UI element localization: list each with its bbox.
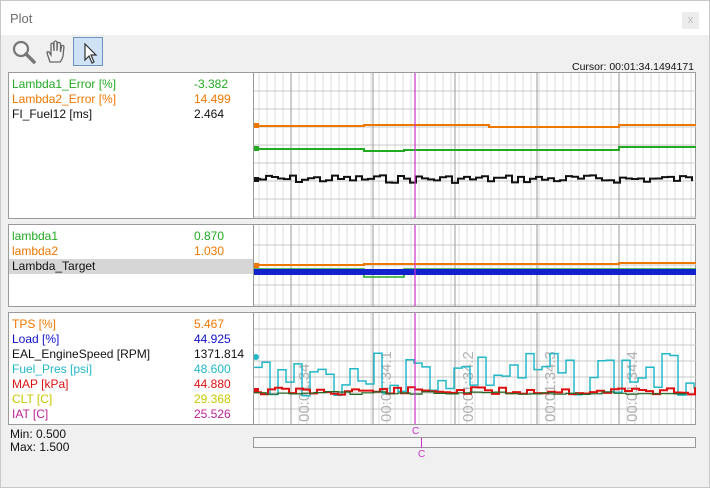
channel-value: 44.925 (194, 332, 231, 346)
channel-value: 5.467 (194, 317, 225, 331)
channel-name: CLT [C] (12, 392, 53, 406)
channel-row[interactable]: CLT [C] 29.368 (9, 392, 253, 407)
channel-row[interactable]: Lambda2_Error [%] 14.499 (9, 92, 253, 107)
cursor-marker-line (421, 438, 422, 448)
series-lambda-target (254, 269, 696, 275)
channel-name: lambda1 (12, 229, 59, 243)
channel-name: Fuel_Pres [psi] (12, 362, 93, 376)
cursor-time-readout: Cursor: 00:01:34.1494171 (572, 61, 695, 73)
time-tick-label: 00:01:34.3 (542, 351, 559, 422)
channel-name: TPS [%] (12, 317, 57, 331)
channel-row[interactable]: IAT [C] 25.526 (9, 407, 253, 422)
close-icon: x (687, 14, 694, 26)
channel-row[interactable]: FI_Fuel12 [ms] 2.464 (9, 107, 253, 122)
channel-name: lambda2 (12, 244, 59, 258)
time-scrollbar[interactable] (253, 437, 696, 448)
channel-value: 48.600 (194, 362, 231, 376)
window-title: Plot (10, 11, 33, 26)
series-lambda1-error (254, 146, 696, 152)
channel-name: Lambda1_Error [%] (12, 77, 117, 91)
plot-area[interactable]: 00:01:34 00:01:34.1 00:01:34.2 00:01:34.3 00… (254, 313, 696, 424)
channel-value: 29.368 (194, 392, 231, 406)
channel-value: 1.030 (194, 244, 225, 258)
channel-value: 14.499 (194, 92, 231, 106)
channel-row[interactable]: Lambda_Target (9, 259, 253, 274)
range-min: Min: 0.500 (10, 427, 67, 441)
channel-name: Lambda2_Error [%] (12, 92, 117, 106)
channel-name: Load [%] (12, 332, 60, 346)
channel-row[interactable]: lambda1 0.870 (9, 229, 253, 244)
cursor-marker-top[interactable]: C (412, 426, 420, 437)
channel-value: 1371.814 (194, 347, 245, 361)
time-tick-label: 00:01:34.4 (624, 351, 641, 422)
channel-name: EAL_EngineSpeed [RPM] (12, 347, 151, 361)
zoom-tool-button[interactable] (9, 37, 39, 66)
plot-panel-engine[interactable]: TPS [%] 5.467 Load [%] 44.925 EAL_EngineSpee… (8, 312, 696, 425)
channel-name: IAT [C] (12, 407, 49, 421)
close-button[interactable]: x (682, 12, 699, 29)
plot-panel-lambda-error[interactable]: Lambda1_Error [%] -3.382 Lambda2_Error [%]… (8, 72, 696, 219)
range-max: Max: 1.500 (10, 440, 70, 454)
plot-panel-lambda[interactable]: lambda1 0.870 lambda2 1.030 Lambda_Target (8, 224, 696, 307)
plot-area[interactable] (254, 73, 696, 218)
plot-canvas[interactable] (254, 73, 696, 218)
channel-name: Lambda_Target (12, 259, 96, 273)
time-tick-label: 00:01:34.1 (378, 351, 395, 422)
channel-row[interactable]: TPS [%] 5.467 (9, 317, 253, 332)
series-lambda2-error (254, 124, 696, 128)
channel-name: FI_Fuel12 [ms] (12, 107, 93, 121)
magnifier-icon (12, 40, 36, 64)
channel-value: 44.880 (194, 377, 231, 391)
series-fi-fuel12 (254, 174, 693, 184)
series-tps (254, 391, 687, 395)
channel-row[interactable]: Load [%] 44.925 (9, 332, 253, 347)
plot-area[interactable] (254, 225, 696, 306)
channel-value: 25.526 (194, 407, 231, 421)
channel-legend: lambda1 0.870 lambda2 1.030 Lambda_Target (9, 225, 254, 306)
time-tick-label: 00:01:34.2 (460, 351, 477, 422)
channel-row[interactable]: Fuel_Pres [psi] 48.600 (9, 362, 253, 377)
channel-value: 2.464 (194, 107, 225, 121)
cursor-marker-bottom[interactable]: C (418, 449, 426, 460)
channel-value: 0.870 (194, 229, 225, 243)
channel-row[interactable]: MAP [kPa] 44.880 (9, 377, 253, 392)
title-bar: Plot x (1, 1, 709, 35)
channel-name: MAP [kPa] (12, 377, 69, 391)
select-tool-button[interactable] (73, 37, 103, 66)
channel-row[interactable]: Lambda1_Error [%] -3.382 (9, 77, 253, 92)
arrow-cursor-icon (84, 42, 98, 64)
channel-legend: TPS [%] 5.467 Load [%] 44.925 EAL_EngineSpee… (9, 313, 254, 424)
pan-tool-button[interactable] (41, 37, 71, 66)
channel-row[interactable]: EAL_EngineSpeed [RPM] 1371.814 (9, 347, 253, 362)
plot-canvas[interactable]: 00:01:34 00:01:34.1 00:01:34.2 00:01:34.3 00… (254, 313, 696, 424)
series-fuel-pres (254, 352, 695, 397)
series-lambda2 (254, 262, 696, 266)
plot-canvas[interactable] (254, 225, 696, 306)
channel-row[interactable]: lambda2 1.030 (9, 244, 253, 259)
channel-legend: Lambda1_Error [%] -3.382 Lambda2_Error [%]… (9, 73, 254, 218)
channel-value: -3.382 (194, 77, 229, 91)
hand-icon (46, 40, 65, 63)
